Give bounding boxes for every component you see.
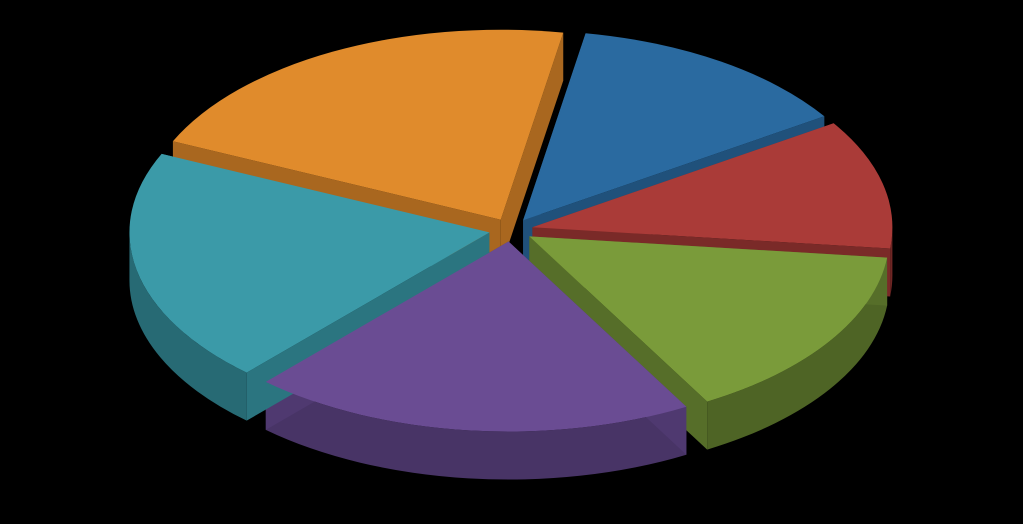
pie-chart-svg [0, 0, 1023, 524]
pie-chart-3d [0, 0, 1023, 524]
